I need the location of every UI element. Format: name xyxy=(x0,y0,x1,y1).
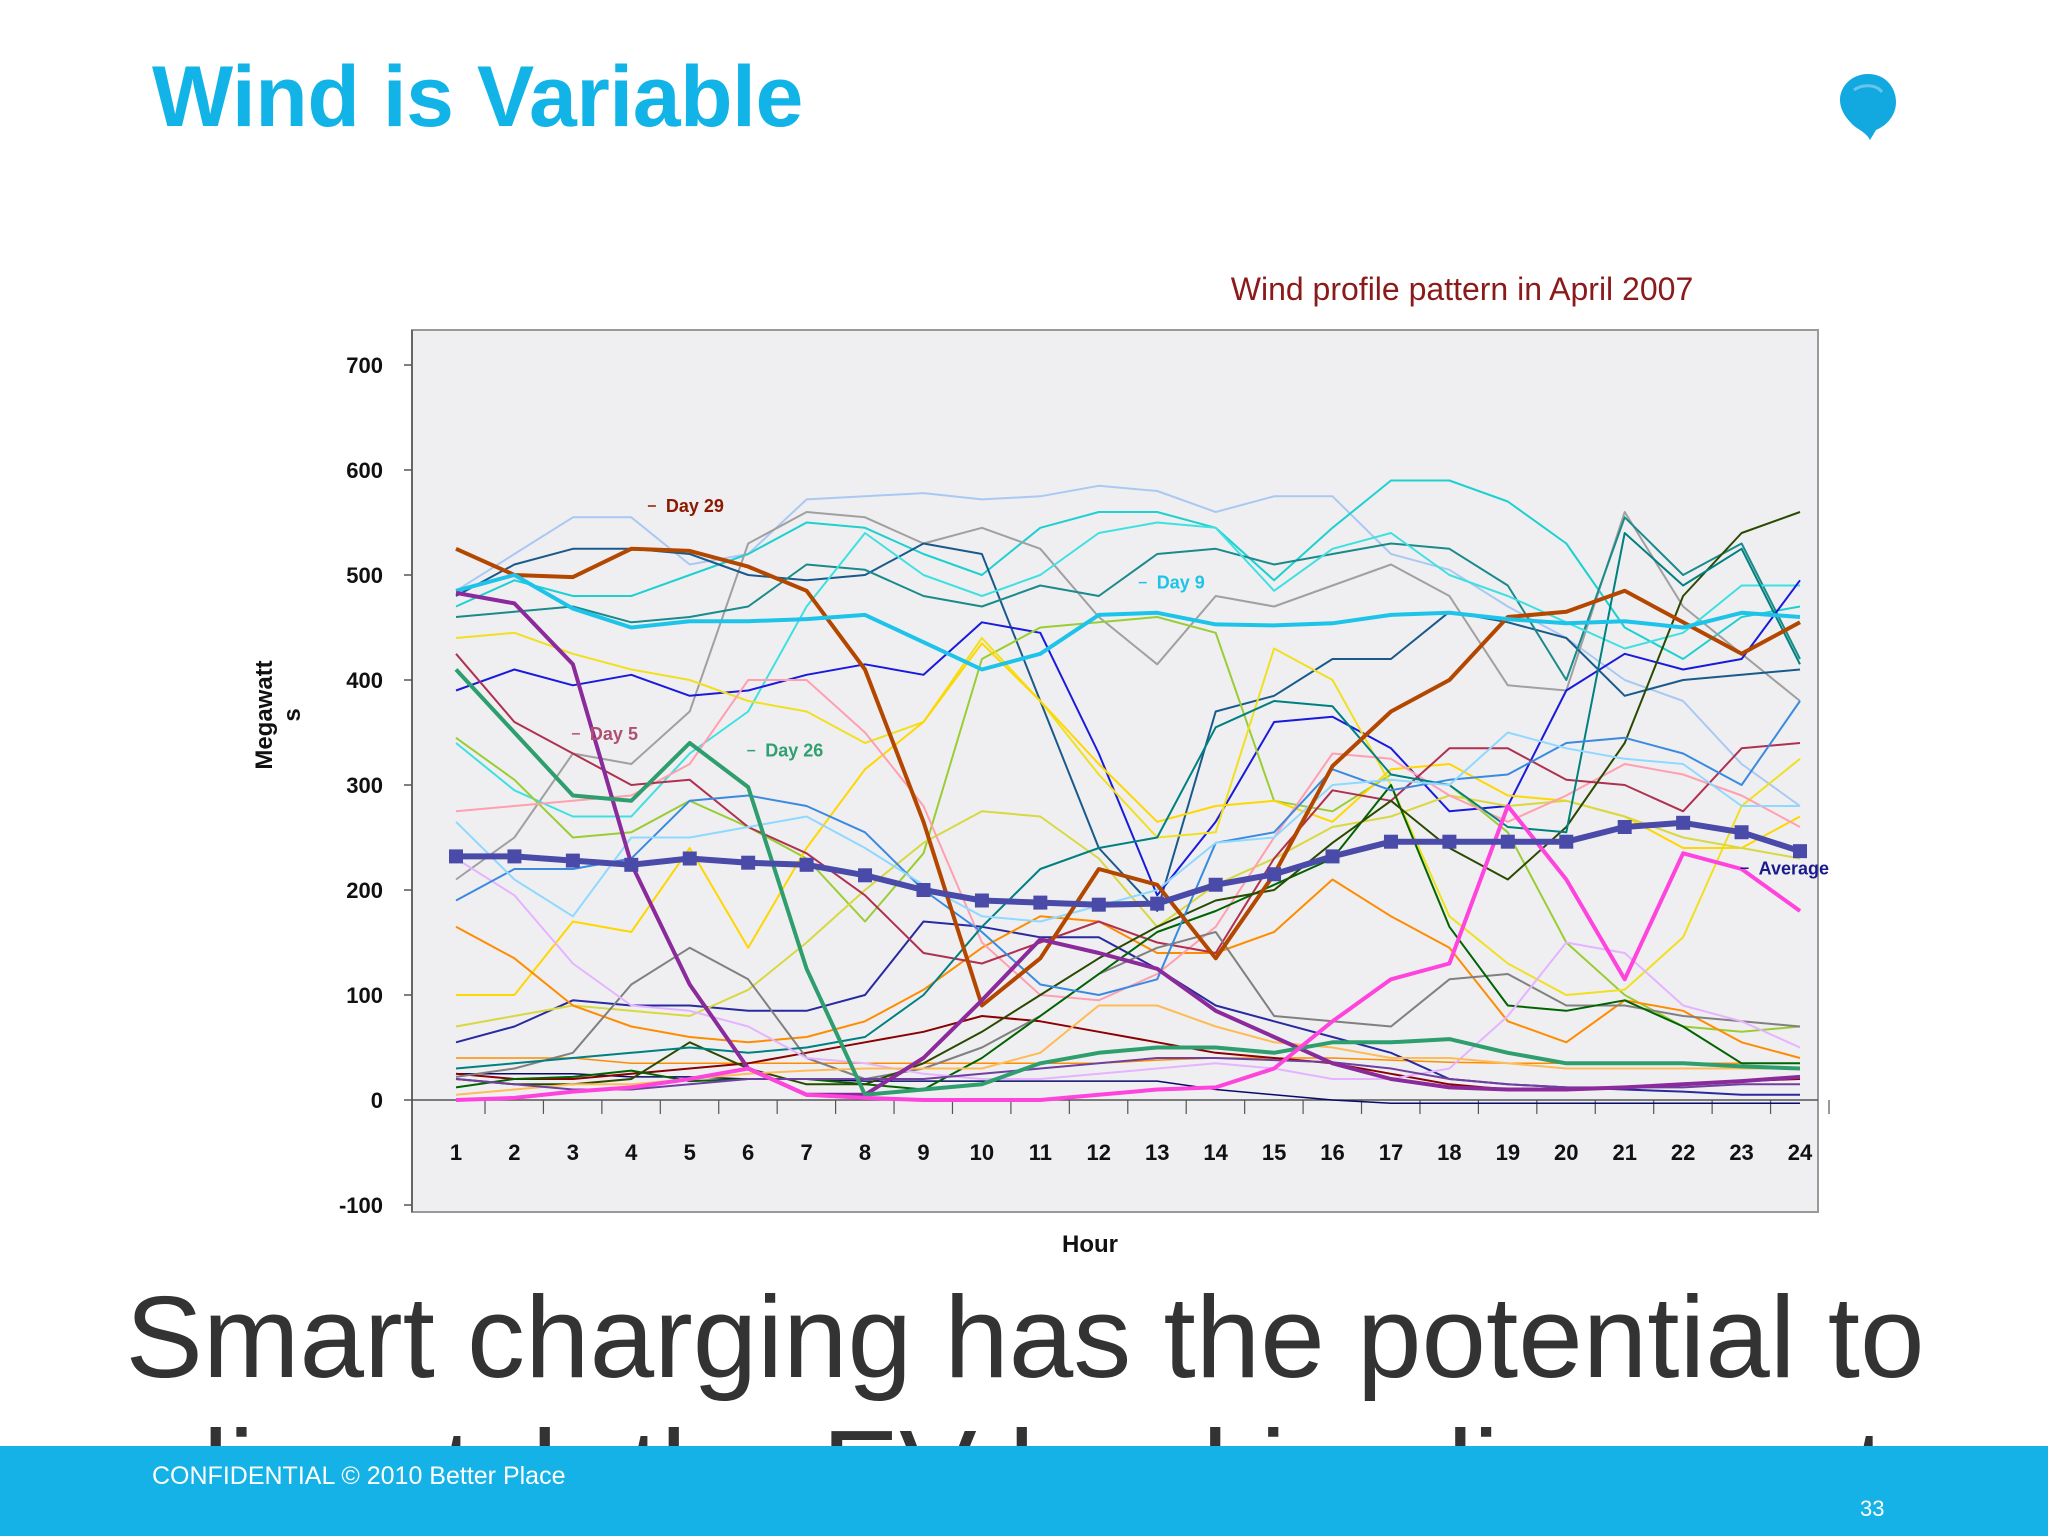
average-point-marker xyxy=(741,855,756,870)
series-line xyxy=(455,516,1801,681)
y-tick-label: 400 xyxy=(346,668,383,693)
x-tick-label: 14 xyxy=(1203,1140,1228,1165)
series-annotation-label: Day 26 xyxy=(765,741,823,761)
series-annotation-label: Average xyxy=(1759,858,1829,878)
y-tick-label: 600 xyxy=(346,458,383,483)
footer-bar xyxy=(0,1446,2048,1536)
y-axis-label-part: s xyxy=(279,708,306,721)
x-tick-label: 3 xyxy=(567,1140,579,1165)
series-annotation-label: Day 9 xyxy=(1157,573,1205,593)
y-axis-label-part: Megawatt xyxy=(251,660,278,769)
series-line xyxy=(455,700,1801,996)
y-tick-label: 100 xyxy=(346,983,383,1008)
average-point-marker xyxy=(1091,897,1106,912)
average-point-marker xyxy=(1325,849,1340,864)
average-point-marker xyxy=(1383,834,1398,849)
average-point-marker xyxy=(624,857,639,872)
average-point-marker xyxy=(1442,834,1457,849)
average-point-marker xyxy=(565,853,580,868)
average-point-marker xyxy=(1676,815,1691,830)
y-tick-label: 700 xyxy=(346,353,383,378)
x-tick-label: 20 xyxy=(1554,1140,1578,1165)
series-line xyxy=(455,804,1802,1102)
better-place-logo-icon xyxy=(1840,74,1896,140)
series-annotation-label: Day 29 xyxy=(666,496,724,516)
average-point-marker xyxy=(1208,877,1223,892)
series-line xyxy=(455,616,1801,1033)
y-tick-label: 200 xyxy=(346,878,383,903)
x-tick-label: 9 xyxy=(917,1140,929,1165)
series-line xyxy=(455,573,1801,672)
series-annotation-label: Day 5 xyxy=(590,724,638,744)
chart-title: Wind profile pattern in April 2007 xyxy=(1231,271,1693,307)
x-tick-label: 15 xyxy=(1262,1140,1286,1165)
average-point-marker xyxy=(1559,834,1574,849)
x-tick-label: 19 xyxy=(1496,1140,1520,1165)
average-point-marker xyxy=(1150,896,1165,911)
x-tick-label: 4 xyxy=(625,1140,638,1165)
series-line xyxy=(455,546,1801,1008)
x-tick-label: 21 xyxy=(1612,1140,1636,1165)
series-line xyxy=(455,731,1800,923)
y-tick-label: 0 xyxy=(371,1088,383,1113)
slide-title: Wind is Variable xyxy=(152,49,803,145)
y-tick-label: 300 xyxy=(346,773,383,798)
average-point-marker xyxy=(858,868,873,883)
series-line xyxy=(456,1073,1800,1104)
average-point-marker xyxy=(449,849,463,864)
series-line xyxy=(456,819,1801,908)
series-line xyxy=(455,857,1801,1080)
x-tick-label: 18 xyxy=(1437,1140,1461,1165)
average-point-marker xyxy=(507,849,522,864)
x-tick-label: 5 xyxy=(684,1140,696,1165)
x-tick-label: 13 xyxy=(1145,1140,1169,1165)
page-number: 33 xyxy=(1860,1496,1885,1521)
series-line xyxy=(455,878,1801,1059)
x-tick-label: 1 xyxy=(450,1140,462,1165)
average-point-marker xyxy=(799,857,814,872)
series-line xyxy=(455,511,1801,881)
x-tick-label: 24 xyxy=(1788,1140,1813,1165)
series-line xyxy=(455,484,1801,807)
x-tick-label: 7 xyxy=(800,1140,812,1165)
series-line xyxy=(455,542,1801,912)
x-axis-label: Hour xyxy=(1062,1231,1118,1258)
x-tick-label: 17 xyxy=(1379,1140,1403,1165)
footer-confidential-text: CONFIDENTIAL © 2010 Better Place xyxy=(152,1462,566,1490)
average-point-marker xyxy=(1734,825,1749,840)
x-tick-label: 22 xyxy=(1671,1140,1695,1165)
average-point-marker xyxy=(1617,820,1632,834)
x-tick-label: 11 xyxy=(1029,1140,1052,1165)
series-line xyxy=(455,521,1800,818)
series-line xyxy=(455,794,1801,1028)
x-tick-label: 8 xyxy=(859,1140,871,1165)
y-tick-label: -100 xyxy=(339,1193,383,1218)
wind-profile-chart: Wind profile pattern in April 2007 -100 0 1… xyxy=(251,271,1830,1258)
series-line xyxy=(455,590,1801,1097)
average-point-marker xyxy=(916,883,931,897)
series-line xyxy=(454,668,1801,1097)
average-point-marker xyxy=(1793,844,1807,859)
series-line xyxy=(455,579,1801,897)
series-line xyxy=(455,532,1801,1070)
average-point-marker xyxy=(1500,834,1515,849)
x-tick-label: 10 xyxy=(970,1140,994,1165)
series-line xyxy=(455,631,1801,996)
y-tick-label: 500 xyxy=(346,563,383,588)
average-point-marker xyxy=(1033,895,1048,910)
average-point-marker xyxy=(1267,867,1282,882)
x-tick-label: 2 xyxy=(508,1140,520,1165)
x-tick-label: 23 xyxy=(1729,1140,1753,1165)
series-line xyxy=(455,479,1801,660)
y-axis-label: Megawatts xyxy=(251,660,306,769)
average-point-marker xyxy=(974,893,989,908)
average-point-marker xyxy=(682,851,697,866)
x-tick-label: 12 xyxy=(1087,1140,1111,1165)
x-tick-label: 6 xyxy=(742,1140,754,1165)
x-tick-label: 16 xyxy=(1320,1140,1344,1165)
